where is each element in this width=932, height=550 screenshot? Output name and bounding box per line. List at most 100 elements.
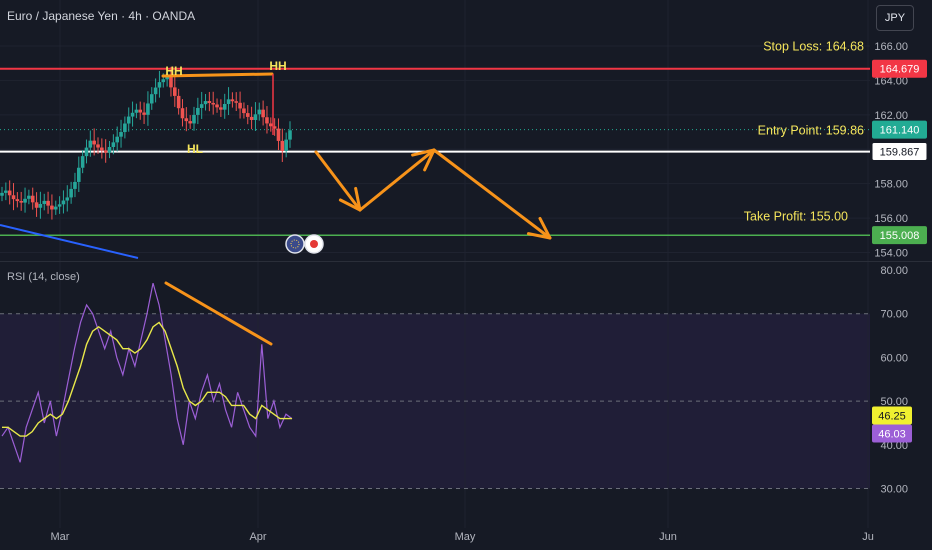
- candle-body: [211, 102, 215, 105]
- candle-body: [138, 109, 143, 113]
- candle-body: [146, 103, 150, 115]
- candle-body: [261, 109, 265, 118]
- y-tick-label: 156.00: [874, 213, 908, 225]
- candle-body: [103, 150, 108, 153]
- y-tick-label: 164.00: [874, 75, 908, 87]
- candle-body: [173, 87, 177, 96]
- candle-body: [142, 112, 146, 115]
- currency-button[interactable]: JPY: [876, 5, 914, 31]
- hh-label: HH: [165, 64, 182, 78]
- candle-body: [253, 114, 258, 120]
- candle-body: [69, 188, 73, 198]
- entry-label: Entry Point: 159.86: [758, 124, 864, 138]
- price-tag: 161.140: [880, 125, 920, 137]
- candle-body: [284, 139, 288, 151]
- stop-loss-label: Stop Loss: 164.68: [763, 40, 864, 54]
- rsi-value-tag-bg: [872, 424, 912, 443]
- candle-body: [65, 197, 70, 201]
- candle-body: [238, 102, 242, 109]
- rsi-value-tag-bg: [872, 406, 912, 425]
- candle-body: [88, 140, 93, 148]
- price-tag-bg: [872, 59, 927, 78]
- candles: [0, 66, 292, 220]
- projection-arrow: [432, 148, 552, 240]
- price-tag-bg: [871, 142, 928, 162]
- price-axis: MarAprMayJunJu154.00156.00158.00160.0016…: [51, 41, 908, 543]
- candle-body: [265, 117, 269, 124]
- price-tag: 159.867: [880, 147, 920, 159]
- candle-body: [215, 104, 219, 108]
- rsi-value-tag: 46.03: [878, 428, 906, 440]
- candle-body: [19, 201, 23, 203]
- candle-body: [15, 199, 20, 202]
- price-tags: 164.679 161.140 159.867 155.008 46.25 46.03: [871, 59, 928, 443]
- y-tick-label: 166.00: [874, 41, 908, 53]
- candle-body: [245, 113, 250, 117]
- trade-levels: [0, 67, 870, 259]
- candle-body: [226, 99, 231, 104]
- candle-body: [111, 142, 116, 148]
- candle-body: [53, 206, 58, 210]
- rsi-divergence-line: [164, 281, 273, 346]
- candle-body: [280, 140, 285, 151]
- candle-body: [199, 104, 204, 108]
- rsi-tick-label: 40.00: [880, 440, 908, 452]
- candle-body: [242, 108, 246, 114]
- candle-body: [234, 101, 239, 103]
- level-labels: Stop Loss: 164.68 Entry Point: 159.86 Take…: [744, 40, 864, 224]
- grid-lines: [0, 0, 870, 528]
- candle-body: [77, 167, 81, 182]
- candle-body: [119, 132, 123, 137]
- symbol-title: Euro / Japanese Yen · 4h · OANDA: [7, 9, 196, 23]
- candle-body: [50, 205, 54, 210]
- candle-body: [207, 101, 212, 103]
- x-tick-label: Ju: [862, 531, 874, 543]
- projection-arrow: [314, 150, 362, 212]
- candle-body: [165, 76, 169, 80]
- candle-body: [61, 200, 66, 205]
- candle-body: [126, 116, 131, 124]
- candle-body: [46, 200, 50, 206]
- candle-body: [276, 128, 281, 141]
- candle-body: [269, 123, 273, 127]
- rsi-tick-label: 80.00: [880, 265, 908, 277]
- candle-body: [249, 116, 254, 120]
- rsi-plot: [1, 282, 293, 463]
- candle-body: [34, 202, 39, 208]
- candle-body: [222, 103, 227, 110]
- candle-body: [184, 118, 189, 122]
- candle-body: [180, 108, 185, 119]
- price-tag: 164.679: [880, 64, 920, 76]
- rsi-title: RSI (14, close): [7, 271, 80, 283]
- trend-line: [0, 224, 139, 259]
- projection-arrow: [358, 148, 436, 212]
- candle-body: [257, 109, 262, 115]
- y-tick-label: 158.00: [874, 179, 908, 191]
- x-tick-label: May: [455, 531, 476, 543]
- pane-separator: [0, 261, 932, 262]
- candle-body: [161, 79, 166, 83]
- price-tag-bg: [872, 120, 927, 139]
- candle-body: [157, 82, 162, 88]
- candle-body: [42, 200, 47, 204]
- eu-flag-stars: [290, 239, 300, 249]
- x-tick-label: Mar: [51, 531, 70, 543]
- candle-body: [219, 107, 223, 110]
- candle-body: [73, 181, 77, 189]
- x-tick-label: Jun: [659, 531, 677, 543]
- candle-body: [0, 192, 4, 196]
- rsi-tick-label: 50.00: [880, 396, 908, 408]
- x-tick-label: Apr: [249, 531, 266, 543]
- take-profit-label: Take Profit: 155.00: [744, 209, 848, 223]
- price-tag-bg: [872, 226, 927, 245]
- candle-body: [7, 190, 12, 196]
- y-tick-label: 162.00: [874, 110, 908, 122]
- candle-body: [123, 123, 127, 133]
- candle-body: [57, 204, 62, 207]
- candle-body: [38, 203, 43, 208]
- candle-body: [4, 190, 8, 193]
- candle-body: [107, 147, 112, 153]
- candle-body: [153, 87, 158, 95]
- hh-connector: [161, 72, 274, 78]
